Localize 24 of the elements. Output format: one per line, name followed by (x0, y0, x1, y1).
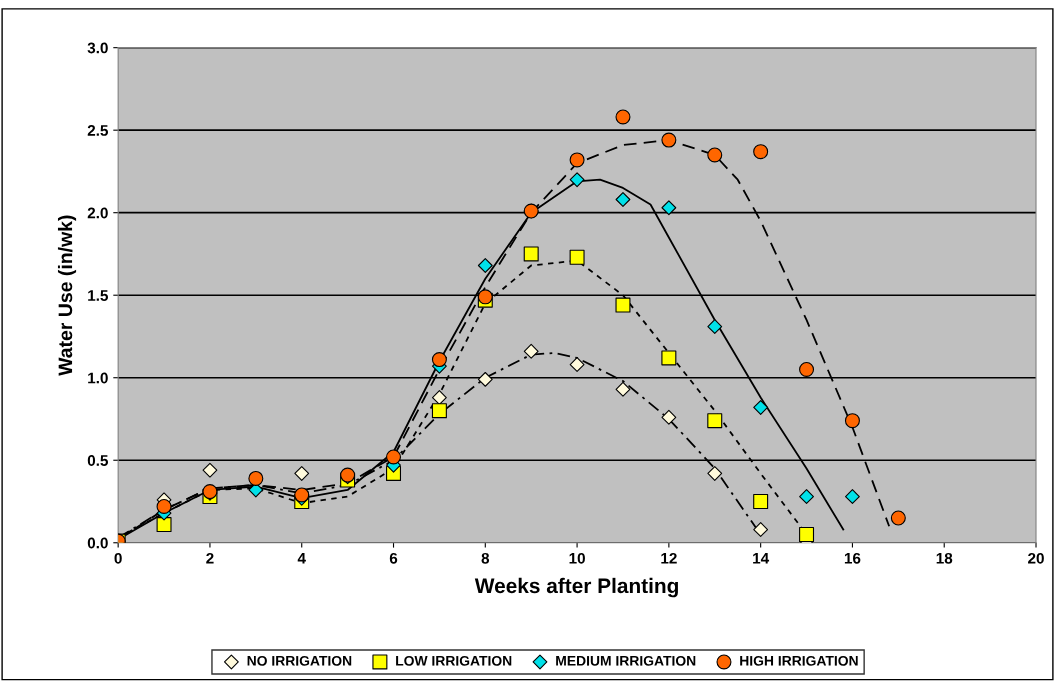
y-tick-label: 1.0 (88, 372, 108, 384)
y-tick-label: 0.5 (87, 455, 109, 466)
y-tick-label: 2.0 (87, 207, 108, 219)
x-tick-label: 10 (569, 552, 585, 564)
x-axis-title: Weeks after Planting (474, 577, 678, 598)
legend-label: MEDIUM IRRIGATION (556, 655, 696, 666)
y-tick-label: 3.0 (87, 42, 108, 54)
y-tick-label: 2.5 (87, 125, 109, 136)
x-tick-label: 12 (661, 552, 677, 564)
legend-label: NO IRRIGATION (247, 655, 352, 666)
x-tick-label: 2 (206, 552, 214, 564)
y-axis-title: Water Use (in/wk) (57, 215, 77, 376)
y-tick-label: 0.0 (87, 537, 108, 549)
y-tick-label: 1.5 (88, 290, 109, 301)
x-tick-label: 16 (844, 552, 861, 564)
x-tick-label: 18 (936, 552, 953, 564)
legend-label: LOW IRRIGATION (396, 655, 512, 666)
legend-label: HIGH IRRIGATION (740, 655, 858, 666)
x-tick-label: 14 (753, 553, 770, 564)
x-tick-label: 0 (114, 552, 122, 564)
x-tick-label: 4 (297, 553, 306, 564)
x-tick-label: 6 (389, 552, 398, 564)
x-tick-label: 20 (1028, 552, 1044, 564)
x-tick-label: 8 (481, 552, 490, 564)
